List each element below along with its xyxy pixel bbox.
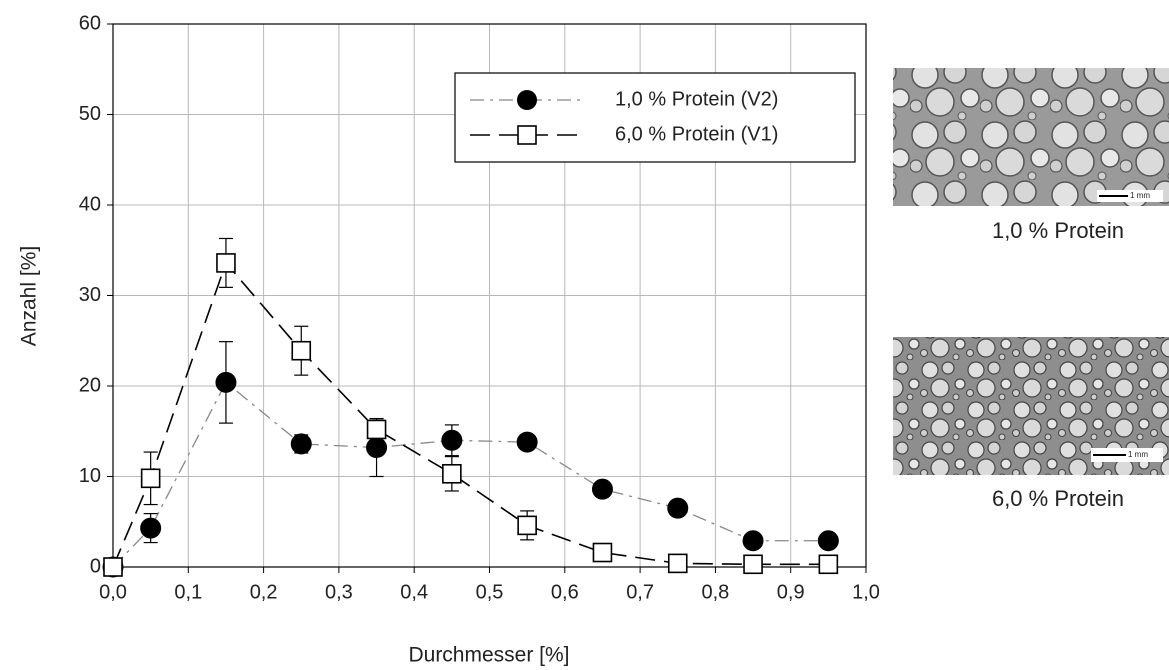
y-tick-label: 50: [79, 103, 101, 125]
legend-marker: [517, 90, 537, 110]
x-tick-label: 0,9: [777, 581, 805, 603]
y-tick-label: 10: [79, 465, 101, 487]
point: [516, 431, 538, 453]
point: [817, 530, 839, 552]
x-tick-label: 0,8: [701, 581, 729, 603]
point: [667, 497, 689, 519]
legend-marker: [517, 125, 537, 145]
point: [291, 340, 312, 361]
point: [216, 253, 236, 273]
x-tick-label: 0,7: [626, 581, 654, 603]
point: [441, 429, 463, 451]
x-tick-label: 0,2: [250, 581, 278, 603]
point: [742, 530, 764, 552]
point: [442, 463, 462, 484]
point: [667, 553, 688, 574]
scale-bar-label: 1 mm: [1128, 450, 1148, 459]
x-tick-label: 0,6: [551, 581, 579, 603]
point: [517, 515, 537, 536]
y-tick-label: 40: [79, 193, 101, 215]
plot-frame: [112, 23, 867, 568]
point: [743, 554, 763, 575]
series-line: [112, 261, 829, 568]
image-caption: 1,0 % Protein: [992, 218, 1124, 243]
x-tick-label: 0,1: [174, 581, 202, 603]
point: [366, 419, 387, 440]
point: [140, 517, 162, 539]
legend: 1,0 % Protein (V2) 6,0 % Protein (V1): [454, 72, 856, 163]
point: [818, 554, 839, 575]
y-tick-label: 60: [79, 12, 101, 34]
legend-label: 1,0 % Protein (V2): [615, 88, 778, 110]
scale-bar-bg: [1097, 190, 1163, 202]
point: [103, 557, 123, 577]
point: [290, 433, 312, 455]
image-caption: 6,0 % Protein: [992, 486, 1124, 511]
y-axis-title: Anzahl [%]: [18, 246, 41, 346]
x-tick-label: 0,4: [400, 581, 428, 603]
scale-bar-label: 1 mm: [1130, 191, 1150, 200]
y-tick-label: 30: [79, 284, 101, 306]
x-tick-label: 1,0: [852, 581, 880, 603]
point: [215, 371, 237, 393]
point: [140, 468, 161, 489]
x-tick-label: 0,5: [476, 581, 504, 603]
x-axis-title: Durchmesser [%]: [408, 644, 569, 667]
point: [592, 542, 613, 563]
scale-bar-bg: [1091, 448, 1163, 462]
micrograph: [893, 68, 1169, 206]
legend-label: 6,0 % Protein (V1): [615, 123, 778, 145]
y-tick-label: 20: [79, 374, 101, 396]
legend-box: [454, 72, 856, 163]
x-tick-label: 0,0: [99, 581, 127, 603]
x-tick-label: 0,3: [325, 581, 353, 603]
point: [591, 478, 613, 500]
y-tick-label: 0: [90, 555, 101, 577]
